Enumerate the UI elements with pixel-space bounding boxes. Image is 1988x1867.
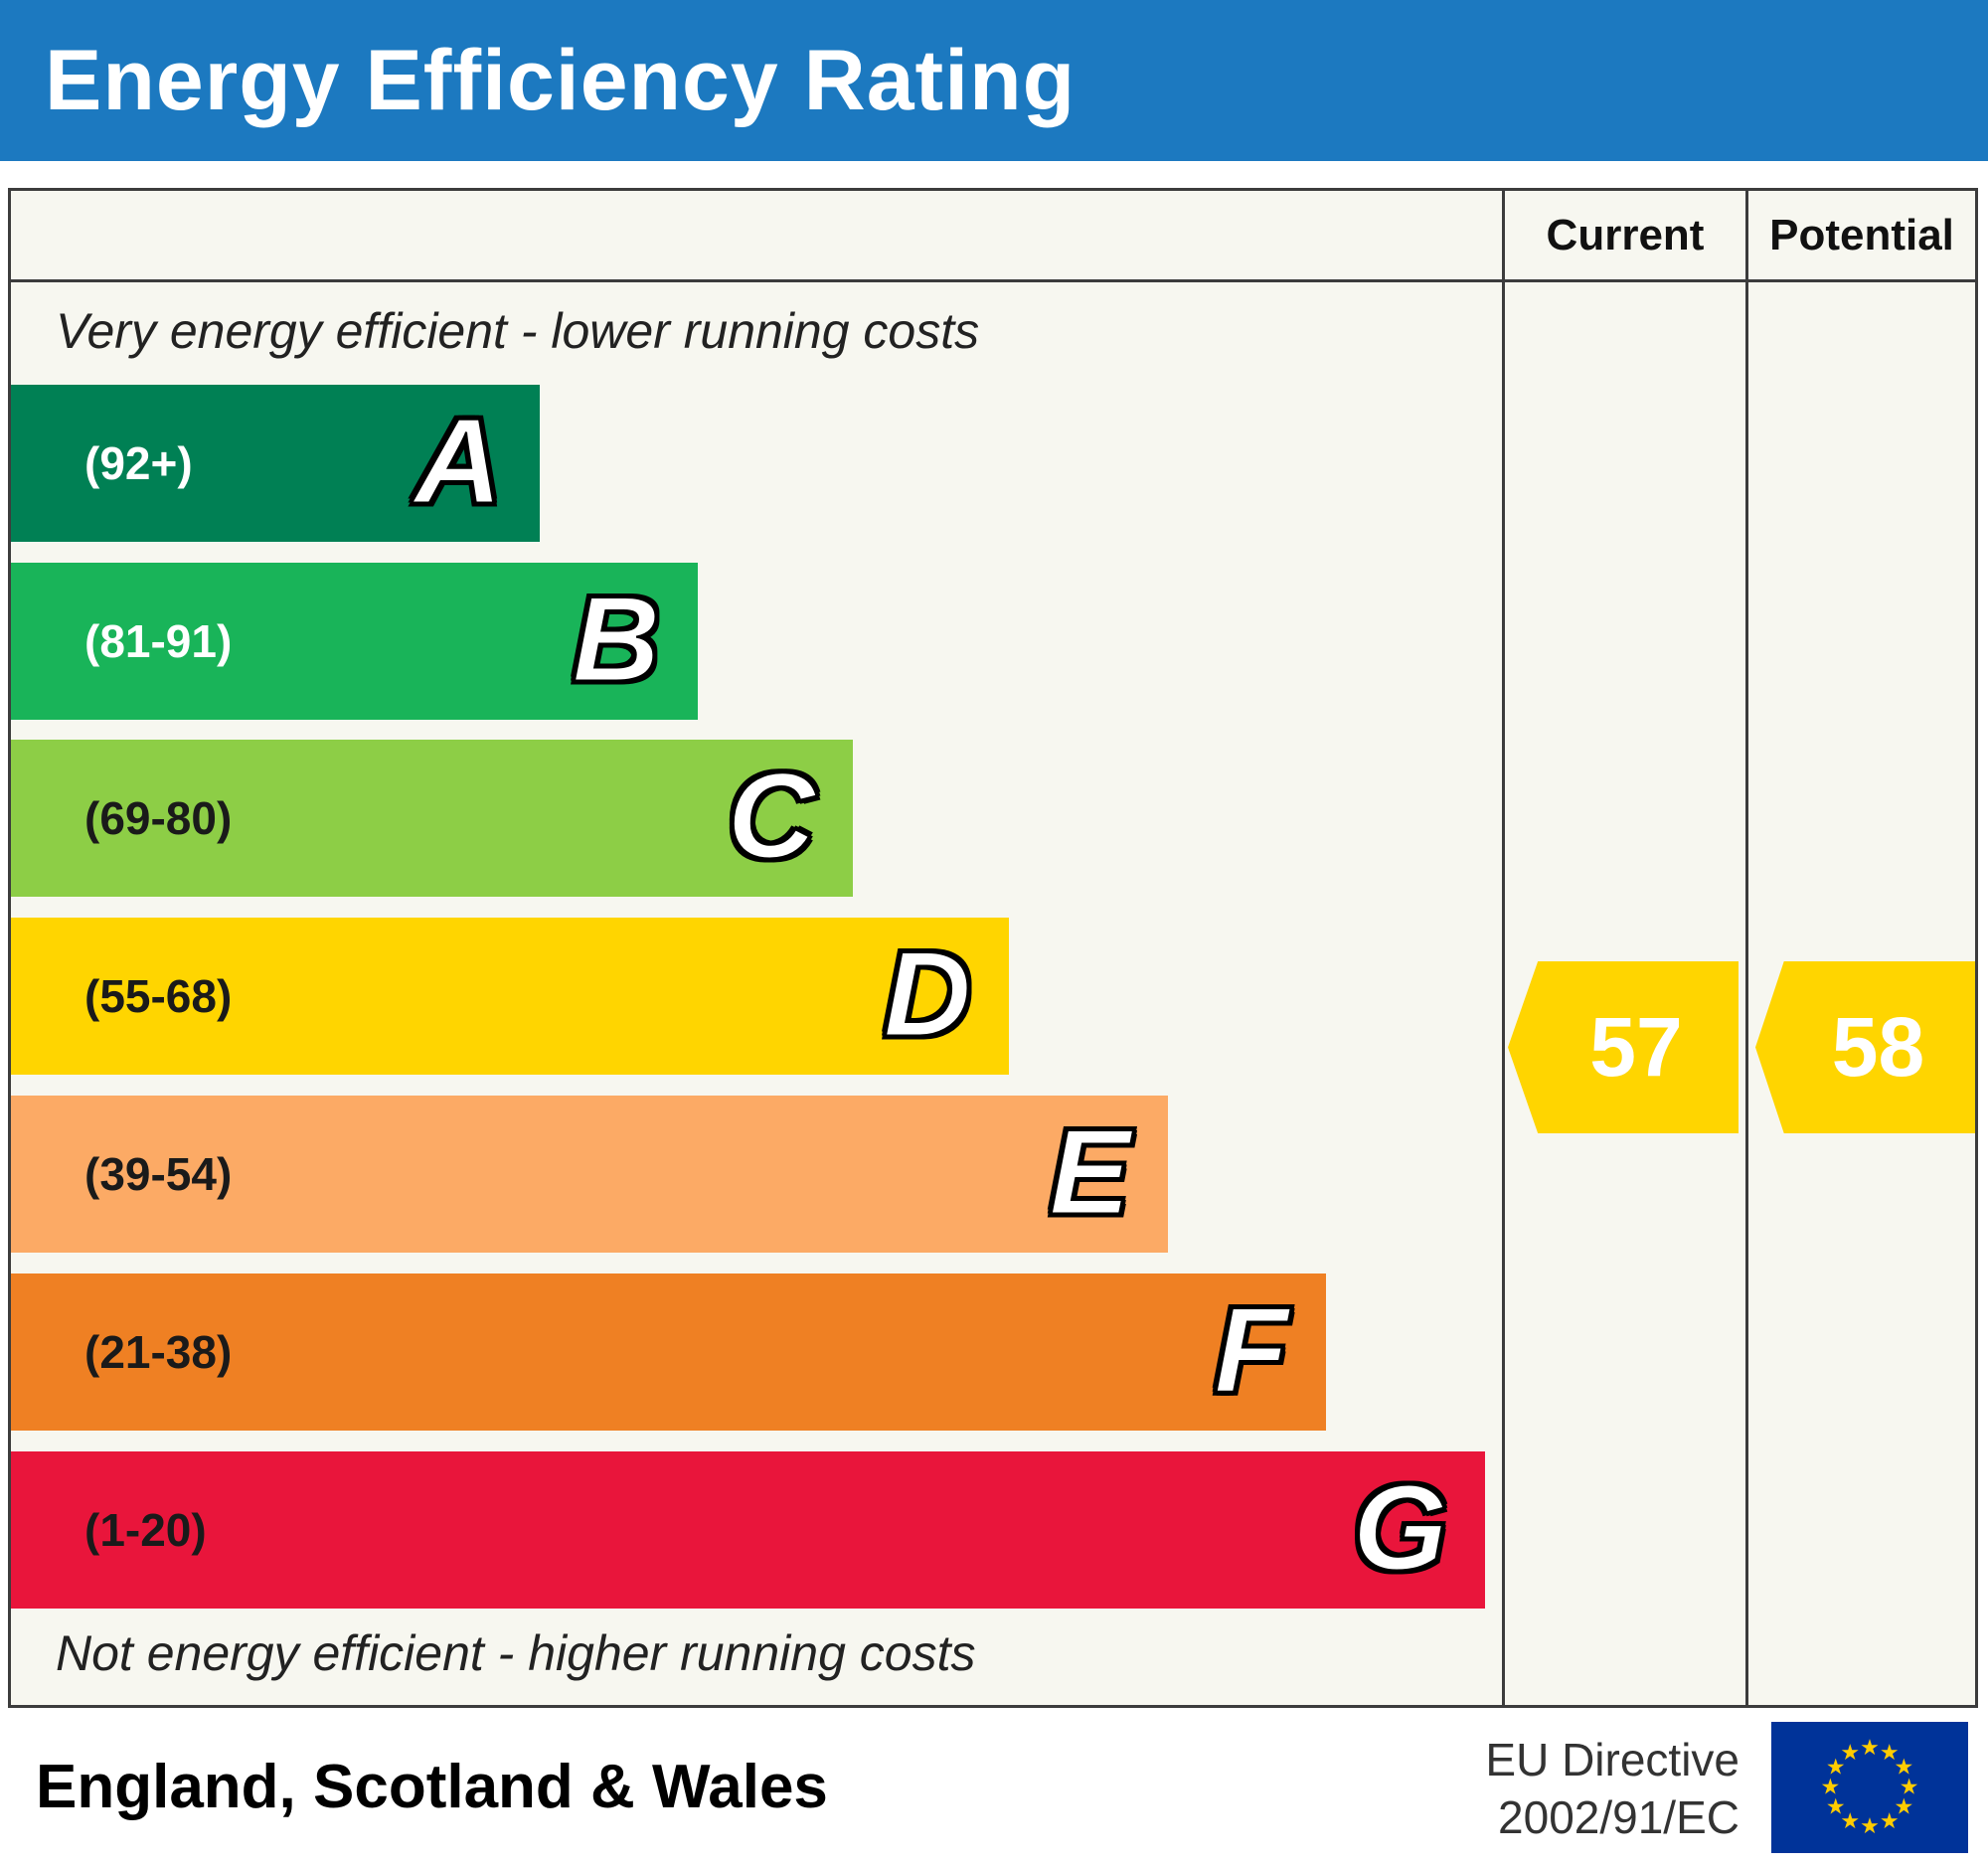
band-e: (39-54) E [11, 1096, 1168, 1253]
eu-directive-label: EU Directive 2002/91/EC [1485, 1732, 1740, 1846]
band-b-range-label: (81-91) [84, 615, 233, 667]
band-d-range-label: (55-68) [84, 970, 233, 1022]
band-f-range-label: (21-38) [84, 1326, 233, 1378]
svg-text:★: ★ [1860, 1736, 1880, 1761]
band-c-letter: C [727, 748, 816, 884]
svg-text:★: ★ [1900, 1776, 1919, 1800]
potential-column-divider [1745, 191, 1748, 1705]
band-c: (69-80) C [11, 740, 853, 897]
svg-text:★: ★ [1826, 1756, 1846, 1781]
band-b-letter: B [572, 571, 661, 707]
eu-directive-line1: EU Directive [1485, 1734, 1740, 1785]
current-column-header: Current [1546, 211, 1705, 259]
band-e-letter: E [1049, 1103, 1131, 1240]
band-d: (55-68) D [11, 918, 1009, 1075]
band-c-range-label: (69-80) [84, 792, 233, 844]
svg-text:★: ★ [1894, 1756, 1913, 1781]
bottom-caption: Not energy efficient - higher running co… [56, 1625, 976, 1681]
current-rating-value: 57 [1589, 1000, 1683, 1094]
band-e-range-label: (39-54) [84, 1148, 233, 1200]
band-a-range-label: (92+) [84, 437, 193, 489]
band-f-letter: F [1213, 1281, 1289, 1418]
eu-directive-line2: 2002/91/EC [1498, 1790, 1740, 1843]
page-title: Energy Efficiency Rating [45, 33, 1077, 128]
top-caption: Very energy efficient - lower running co… [56, 303, 980, 359]
band-g-letter: G [1352, 1459, 1448, 1596]
title-bar: Energy Efficiency Rating [0, 0, 1988, 161]
svg-text:★: ★ [1840, 1809, 1860, 1834]
eu-flag-icon: ★ ★ ★ ★ ★ ★ ★ ★ ★ ★ ★ ★ [1771, 1722, 1968, 1853]
svg-text:★: ★ [1826, 1794, 1846, 1819]
svg-text:★: ★ [1880, 1809, 1900, 1834]
current-column-divider [1502, 191, 1505, 1705]
footer: England, Scotland & Wales EU Directive 2… [0, 1708, 1988, 1867]
svg-text:★: ★ [1821, 1776, 1841, 1800]
svg-text:★: ★ [1840, 1741, 1860, 1766]
chart-area: Current Potential Very energy efficient … [8, 188, 1978, 1708]
svg-text:★: ★ [1894, 1794, 1913, 1819]
potential-rating-arrow: 58 [1755, 961, 1975, 1133]
band-f: (21-38) F [11, 1273, 1326, 1431]
band-a: (92+) A [11, 385, 540, 542]
band-g-range-label: (1-20) [84, 1504, 207, 1556]
band-b: (81-91) B [11, 563, 698, 720]
band-d-letter: D [883, 926, 972, 1062]
svg-text:★: ★ [1880, 1741, 1900, 1766]
band-a-letter: A [414, 393, 503, 529]
band-g: (1-20) G [11, 1451, 1485, 1609]
current-rating-arrow: 57 [1508, 961, 1739, 1133]
svg-text:★: ★ [1860, 1814, 1880, 1839]
region-label: England, Scotland & Wales [36, 1753, 828, 1821]
header-divider-line [11, 279, 1975, 282]
potential-column-header: Potential [1769, 211, 1954, 259]
potential-rating-value: 58 [1831, 1000, 1925, 1094]
